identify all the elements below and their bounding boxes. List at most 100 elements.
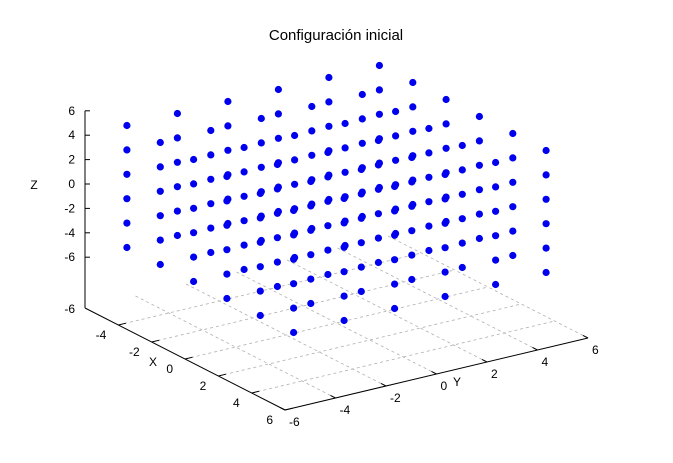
data-point — [256, 311, 264, 320]
axes — [84, 110, 589, 411]
data-point — [173, 207, 181, 215]
data-point — [257, 163, 265, 171]
data-point — [290, 255, 298, 263]
data-point — [240, 143, 248, 152]
data-point — [240, 265, 248, 274]
data-point — [358, 115, 366, 123]
data-point — [156, 138, 164, 147]
data-point — [425, 149, 433, 157]
data-point — [256, 189, 264, 198]
x-tick-mark — [184, 356, 193, 360]
data-point — [291, 156, 299, 164]
grid-line-y — [236, 271, 437, 375]
data-point — [123, 243, 131, 252]
data-point — [123, 170, 131, 178]
data-point — [441, 219, 449, 227]
data-point — [207, 126, 215, 135]
y-tick-mark — [431, 371, 437, 375]
data-point — [256, 287, 264, 295]
data-point — [374, 258, 382, 267]
data-point — [340, 243, 348, 251]
data-point — [458, 166, 466, 174]
data-point — [542, 220, 550, 228]
data-point — [408, 153, 416, 162]
x-tick-label: 4 — [233, 396, 240, 410]
z-tick-label: -4 — [64, 226, 75, 240]
data-point — [156, 236, 164, 244]
z-tick-label: 2 — [68, 153, 75, 167]
data-point — [374, 136, 382, 145]
y-tick-label: 6 — [592, 343, 599, 357]
data-point — [425, 246, 433, 255]
data-point — [240, 168, 248, 176]
data-point — [224, 122, 232, 130]
data-point — [441, 268, 449, 276]
x-tick-mark — [151, 339, 160, 343]
data-point — [256, 263, 264, 271]
data-point — [408, 251, 416, 259]
z-floor-tick-label: -6 — [64, 302, 75, 316]
data-point — [542, 171, 550, 179]
data-point — [324, 197, 332, 205]
y-tick-label: -6 — [289, 415, 300, 429]
data-point — [308, 151, 316, 159]
data-point — [357, 190, 365, 198]
data-point — [207, 248, 215, 257]
data-point — [358, 90, 366, 99]
data-point — [475, 161, 483, 169]
x-tick-label: 2 — [200, 379, 207, 393]
data-point — [274, 85, 282, 94]
data-point — [273, 234, 281, 242]
data-point — [207, 151, 215, 159]
x-tick-label: 6 — [266, 413, 273, 427]
data-point — [374, 210, 382, 218]
data-point — [223, 172, 231, 181]
data-point — [340, 292, 348, 300]
data-point — [273, 209, 281, 217]
data-point — [308, 127, 316, 135]
data-point — [223, 294, 231, 303]
data-point — [357, 263, 365, 271]
data-point — [324, 222, 332, 230]
data-point — [273, 160, 281, 169]
data-point — [324, 148, 332, 157]
data-point — [240, 241, 248, 249]
data-point — [542, 195, 550, 203]
data-point — [340, 194, 348, 203]
grid-line-y — [286, 259, 488, 363]
data-point — [509, 154, 517, 162]
y-tick-mark — [481, 359, 488, 363]
grid-line-y — [135, 295, 336, 399]
data-point — [391, 207, 399, 215]
data-point — [409, 127, 417, 135]
x-tick-mark — [284, 407, 293, 411]
data-point — [207, 224, 215, 232]
data-point — [509, 129, 517, 138]
data-point — [542, 146, 550, 155]
data-point — [190, 229, 198, 237]
floor-grid — [118, 235, 589, 399]
data-point — [357, 165, 365, 174]
data-point — [492, 232, 500, 240]
data-point — [458, 141, 466, 150]
z-tick-label: -2 — [64, 201, 75, 215]
data-point — [442, 95, 450, 104]
data-point — [156, 187, 164, 195]
y-tick-label: -2 — [390, 391, 401, 405]
data-point — [391, 280, 399, 288]
data-point — [442, 120, 450, 128]
data-point — [291, 131, 299, 140]
z-tick-label: 0 — [68, 177, 75, 191]
x-tick-mark — [118, 322, 127, 326]
z-tick-label: -6 — [64, 250, 75, 264]
data-points — [123, 61, 550, 337]
data-point — [325, 73, 333, 82]
data-point — [307, 251, 315, 259]
data-point — [492, 280, 500, 289]
data-point — [542, 244, 550, 252]
data-point — [340, 316, 348, 325]
y-tick-mark — [380, 383, 387, 387]
data-point — [190, 253, 198, 261]
data-point — [441, 170, 449, 179]
